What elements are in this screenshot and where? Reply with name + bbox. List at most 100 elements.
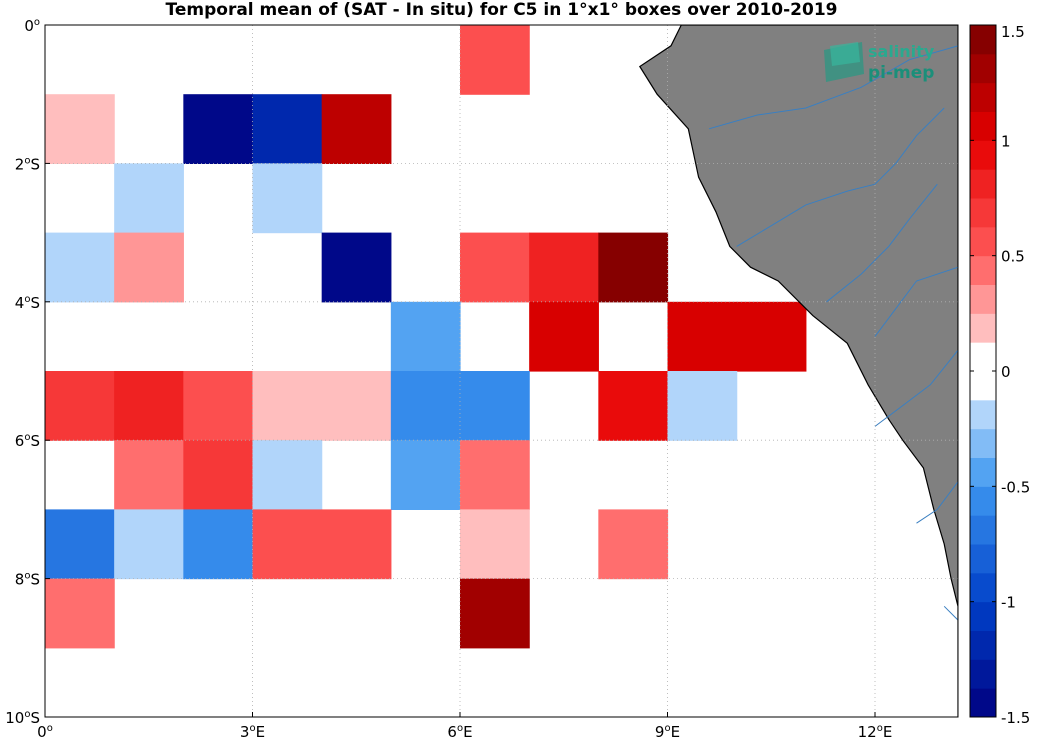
logo-line2: pi-mep [868, 63, 934, 83]
colorbar-segment [970, 371, 996, 401]
colorbar-tick-label: 1.5 [1001, 23, 1025, 41]
colorbar-segment [970, 82, 996, 112]
y-tick-label: 2oS [15, 155, 40, 173]
heatmap-cell [390, 301, 461, 372]
heatmap-cell [114, 232, 184, 303]
heatmap-cell [321, 232, 392, 303]
colorbar-segment [970, 399, 996, 430]
river-line [826, 183, 938, 303]
y-tick-label: 6oS [15, 432, 40, 450]
colorbar-segment [970, 169, 996, 199]
colorbar-segment [970, 226, 996, 257]
salinity-pi-mep-logo: salinity pi-mep [824, 42, 935, 83]
heatmap-cell [321, 371, 392, 441]
logo-icon-inner [830, 42, 860, 66]
logo-line1: salinity [868, 42, 935, 61]
colorbar-segment [970, 111, 996, 141]
heatmap-cell [529, 301, 599, 372]
heatmap-cell [45, 509, 115, 580]
x-tick-label: 6oE [447, 723, 472, 740]
heatmap-cell [460, 578, 530, 649]
colorbar-tick-label: -0.5 [1001, 478, 1030, 496]
x-tick-label: 9oE [655, 723, 680, 740]
river-line [708, 45, 958, 130]
y-tick-label: 0o [24, 17, 40, 35]
heatmap-cell [45, 371, 115, 441]
heatmap-cell [183, 371, 254, 441]
colorbar-segment [970, 284, 996, 314]
heatmap-cell [321, 509, 392, 580]
river-line [874, 349, 958, 427]
heatmap-cell [390, 440, 461, 510]
colorbar-segment [970, 140, 996, 170]
heatmap-cell [252, 371, 323, 441]
heatmap-cell [736, 301, 807, 372]
heatmap-cell [460, 232, 530, 303]
heatmap-cell [460, 25, 530, 95]
colorbar-segment [970, 428, 996, 458]
y-tick-label: 4oS [15, 294, 40, 312]
colorbar-tick-label: -1 [1001, 594, 1016, 612]
x-tick-label: 3oE [240, 723, 265, 740]
y-tick-label: 8oS [15, 571, 40, 589]
heatmap-cell [183, 94, 254, 164]
heatmap-cell [598, 232, 669, 303]
x-tick-label: 0o [37, 723, 53, 740]
river-line [736, 107, 945, 247]
river-line [874, 266, 958, 337]
land-layer [638, 25, 958, 717]
land-mass [638, 25, 958, 717]
colorbar-segment [970, 515, 996, 545]
heatmap-cell [460, 509, 530, 580]
colorbar-segment [970, 544, 996, 574]
heatmap-cell [667, 301, 738, 372]
heatmap-cell [667, 371, 738, 441]
heatmap-cell [114, 371, 184, 441]
heatmap-cell [252, 163, 323, 234]
heatmap-cell [321, 94, 392, 164]
heatmap-cell [114, 440, 184, 510]
colorbar-segment [970, 486, 996, 516]
colorbar-tick-label: 0 [1001, 363, 1011, 381]
colorbar-segment [970, 342, 996, 372]
map-frame [44, 24, 959, 718]
y-tick-label: 10oS [5, 709, 40, 727]
colorbar-tick-label: 0.5 [1001, 248, 1025, 266]
colorbar-segment [970, 457, 996, 487]
colorbar-segment [970, 601, 996, 631]
heatmap-cell [114, 163, 184, 234]
colorbar-tick-label: 1 [1001, 132, 1011, 150]
colorbar-segment [970, 659, 996, 689]
heatmap-cell [252, 440, 323, 510]
river-line [943, 605, 958, 621]
river-line [916, 481, 958, 524]
heatmap-cell [252, 94, 323, 164]
colorbar-segment [970, 572, 996, 603]
colorbar-segment [970, 688, 996, 718]
heatmap-cells [45, 25, 807, 649]
colorbar-segment [970, 25, 996, 55]
colorbar-segment [970, 313, 996, 343]
heatmap-cell [390, 371, 461, 441]
heatmap-cell [183, 509, 254, 580]
heatmap-cell [45, 94, 115, 164]
colorbar: 1.5 1 0.5 0 -0.5 -1 -1.5 [969, 23, 1030, 727]
heatmap-cell [529, 232, 599, 303]
x-axis-ticks: 0o 3oE 6oE 9oE 12oE [37, 712, 892, 740]
heatmap-cell [183, 440, 254, 510]
x-tick-label: 12oE [858, 723, 893, 740]
colorbar-segment [970, 630, 996, 660]
y-axis-ticks: 0o 2oS 4oS 6oS 8oS 10oS [5, 17, 50, 727]
colorbar-segment [970, 198, 996, 228]
heatmap-cell [460, 440, 530, 510]
heatmap-cell [114, 509, 184, 580]
heatmap-cell [460, 371, 530, 441]
colorbar-segment [970, 53, 996, 84]
heatmap-cell [598, 371, 669, 441]
colorbar-tick-label: -1.5 [1001, 709, 1030, 727]
heatmap-cell [45, 232, 115, 303]
heatmap-cell [598, 509, 669, 580]
heatmap-cell [252, 509, 323, 580]
colorbar-segment [970, 255, 996, 285]
heatmap-cell [45, 578, 115, 649]
